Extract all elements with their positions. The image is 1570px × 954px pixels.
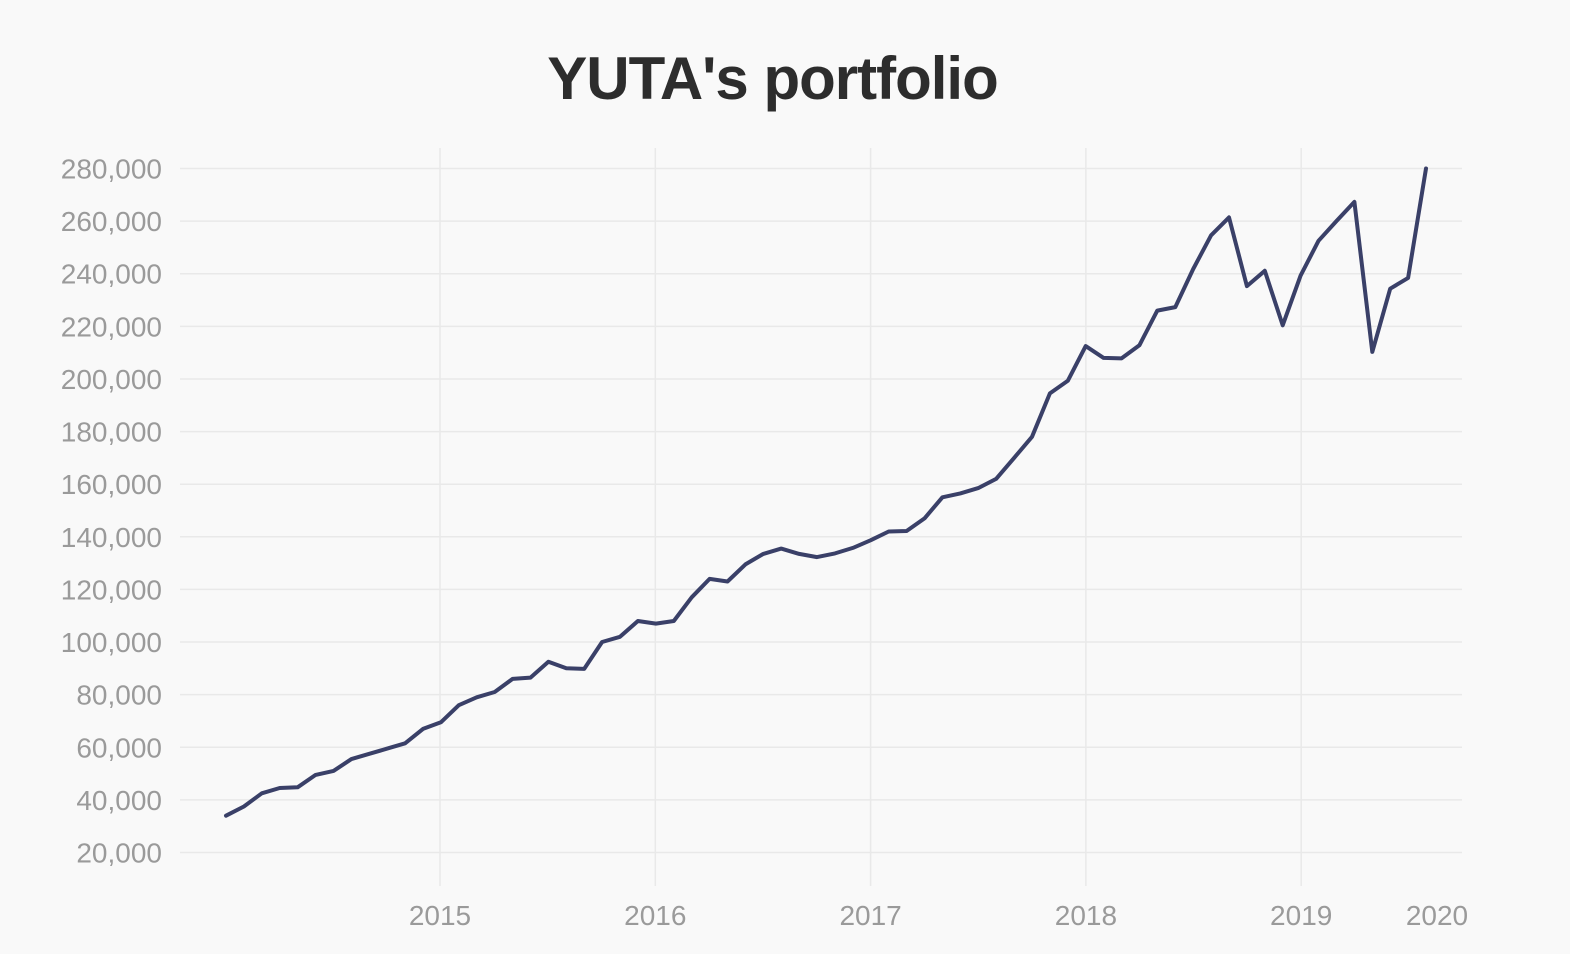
y-tick-label: 200,000 [61, 364, 162, 395]
x-tick-label: 2018 [1055, 900, 1117, 931]
y-tick-label: 180,000 [61, 417, 162, 448]
y-tick-label: 280,000 [61, 154, 162, 185]
y-tick-label: 260,000 [61, 206, 162, 237]
x-tick-label: 2015 [409, 900, 471, 931]
y-tick-label: 60,000 [76, 732, 162, 763]
portfolio-line [224, 166, 1428, 818]
y-tick-label: 40,000 [76, 785, 162, 816]
y-tick-label: 100,000 [61, 627, 162, 658]
grid [180, 148, 1462, 886]
x-tick-label: 2020 [1406, 900, 1468, 931]
y-tick-label: 240,000 [61, 259, 162, 290]
axes: 20,000 40,000 60,000 80,000 100,000 120,000 14… [61, 154, 1468, 932]
y-tick-label: 120,000 [61, 574, 162, 605]
series-layer [224, 166, 1428, 818]
x-tick-label: 2016 [624, 900, 686, 931]
y-tick-label: 20,000 [76, 838, 162, 869]
y-tick-label: 220,000 [61, 311, 162, 342]
x-tick-label: 2017 [839, 900, 901, 931]
x-tick-label: 2019 [1270, 900, 1332, 931]
y-tick-label: 140,000 [61, 522, 162, 553]
y-tick-label: 80,000 [76, 680, 162, 711]
chart-title: YUTA's portfolio [547, 45, 998, 112]
y-tick-label: 160,000 [61, 469, 162, 500]
